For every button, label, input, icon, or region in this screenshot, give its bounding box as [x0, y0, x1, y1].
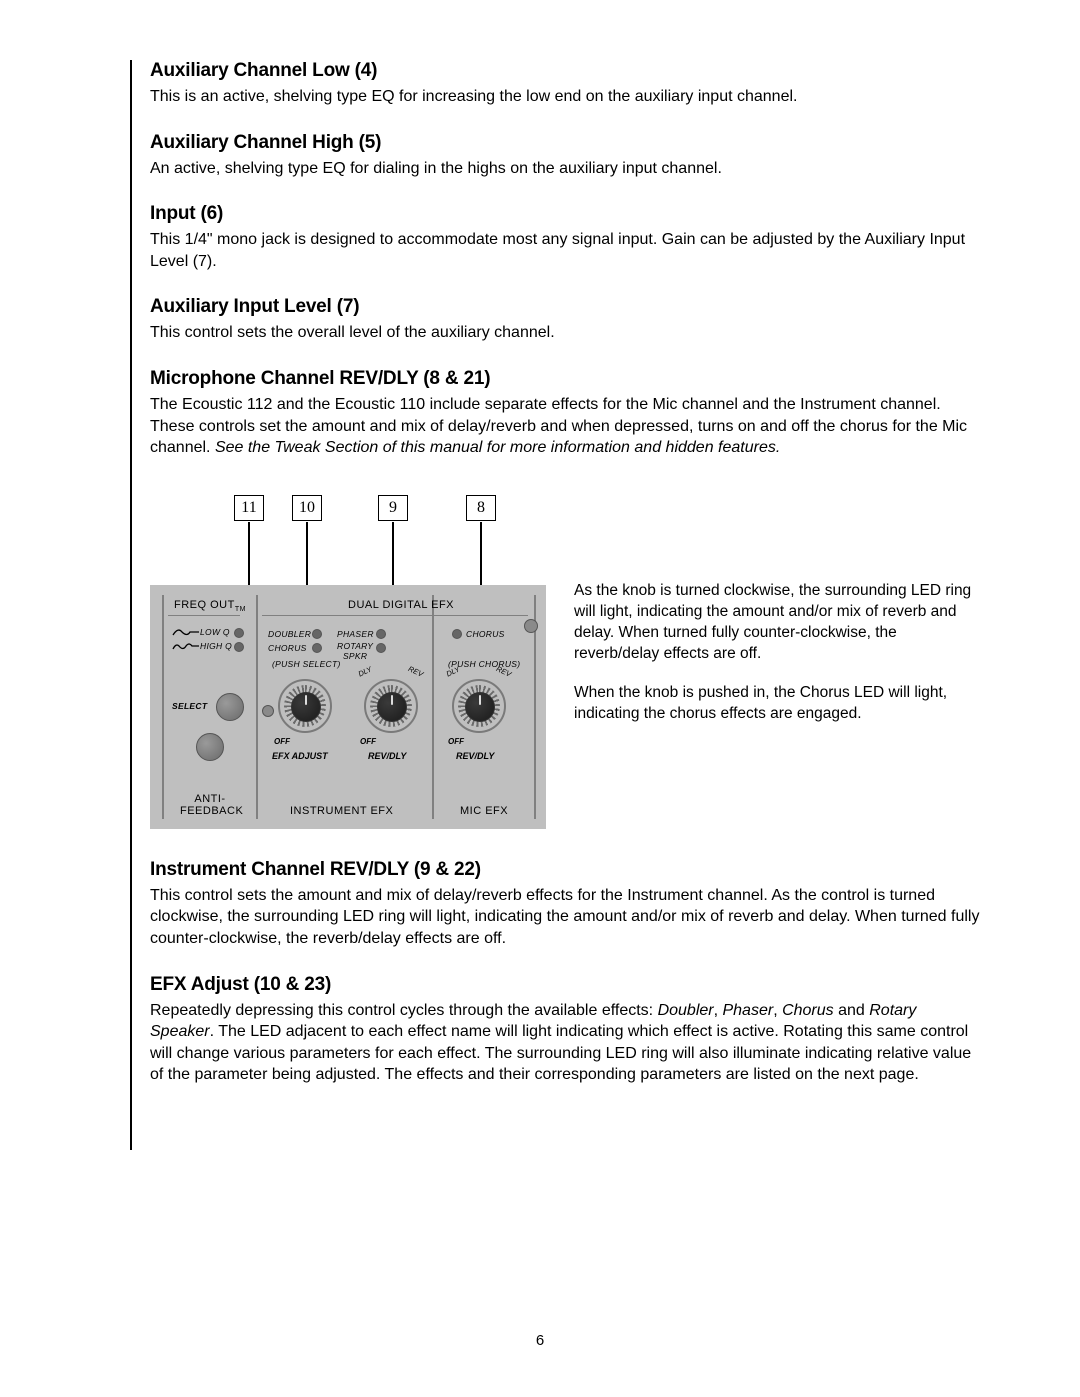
led-dot: [234, 642, 244, 652]
left-rule: [130, 60, 132, 1150]
panel-diagram: 11 10 9 8 FREQ: [150, 495, 546, 829]
aside-text: As the knob is turned clockwise, the sur…: [574, 581, 974, 743]
label-off: OFF: [360, 737, 376, 746]
label-off: OFF: [274, 737, 290, 746]
divider: [162, 595, 164, 819]
label-chorus-mic: CHORUS: [466, 629, 505, 639]
screw-icon: [262, 705, 274, 717]
screw-icon: [524, 619, 538, 633]
label-freq-out: FREQ OUTTM: [174, 599, 246, 613]
heading: Auxiliary Channel High (5): [150, 132, 980, 154]
section-aux-level: Auxiliary Input Level (7) This control s…: [150, 296, 980, 344]
heading: Microphone Channel REV/DLY (8 & 21): [150, 368, 980, 390]
fx-name: Chorus: [782, 1002, 834, 1019]
heading: EFX Adjust (10 & 23): [150, 974, 980, 996]
callout-box-8: 8: [466, 495, 496, 521]
heading: Input (6): [150, 203, 980, 225]
body-text: This 1/4" mono jack is designed to accom…: [150, 229, 980, 272]
body-text: This control sets the amount and mix of …: [150, 885, 980, 950]
callouts: 11 10 9 8: [150, 495, 546, 585]
led-dot: [376, 643, 386, 653]
led-dot: [234, 628, 244, 638]
section-input: Input (6) This 1/4" mono jack is designe…: [150, 203, 980, 272]
label-mic-efx: MIC EFX: [460, 805, 508, 817]
label-doubler: DOUBLER: [268, 629, 311, 639]
label-chorus: CHORUS: [268, 643, 307, 653]
body-part: and: [834, 1002, 870, 1019]
section-mic-revdly: Microphone Channel REV/DLY (8 & 21) The …: [150, 368, 980, 459]
body-text: This is an active, shelving type EQ for …: [150, 86, 980, 108]
section-aux-low: Auxiliary Channel Low (4) This is an act…: [150, 60, 980, 108]
content-column: Auxiliary Channel Low (4) This is an act…: [150, 60, 980, 1086]
label-rev: REV: [407, 664, 425, 679]
led-dot: [376, 629, 386, 639]
text: ANTI-: [194, 793, 225, 805]
section-instrument-revdly: Instrument Channel REV/DLY (9 & 22) This…: [150, 859, 980, 950]
fx-name: Doubler: [658, 1002, 714, 1019]
body-italic: See the Tweak Section of this manual for…: [215, 439, 780, 456]
led-dot: [312, 629, 322, 639]
heading: Instrument Channel REV/DLY (9 & 22): [150, 859, 980, 881]
page-number: 6: [0, 1332, 1080, 1349]
label-revdly: REV/DLY: [456, 751, 494, 761]
label-revdly: REV/DLY: [368, 751, 406, 761]
label-phaser: PHASER: [337, 629, 374, 639]
fx-name: Phaser: [722, 1002, 773, 1019]
wave-high-icon: [172, 641, 200, 651]
text: FEEDBACK: [180, 805, 243, 817]
label-push-select: (PUSH SELECT): [272, 659, 341, 669]
callout-box-11: 11: [234, 495, 264, 521]
body-text: Repeatedly depressing this control cycle…: [150, 1000, 980, 1086]
select-knob: [216, 693, 244, 721]
aside-p2: When the knob is pushed in, the Chorus L…: [574, 683, 974, 725]
label-anti-feedback: ANTI- FEEDBACK: [180, 793, 240, 817]
baseline: [168, 615, 240, 617]
led-dot: [452, 629, 462, 639]
tm: TM: [235, 606, 246, 613]
page: Auxiliary Channel Low (4) This is an act…: [0, 0, 1080, 1397]
label-dual-digital-efx: DUAL DIGITAL EFX: [348, 599, 454, 611]
divider: [256, 595, 258, 819]
body-text: This control sets the overall level of t…: [150, 322, 980, 344]
divider: [432, 595, 434, 819]
heading: Auxiliary Channel Low (4): [150, 60, 980, 82]
body-text: An active, shelving type EQ for dialing …: [150, 158, 980, 180]
label-off: OFF: [448, 737, 464, 746]
section-aux-high: Auxiliary Channel High (5) An active, sh…: [150, 132, 980, 180]
body-part: . The LED adjacent to each effect name w…: [150, 1023, 971, 1083]
baseline: [262, 615, 528, 617]
label-instrument-efx: INSTRUMENT EFX: [290, 805, 393, 817]
text: FREQ OUT: [174, 599, 235, 611]
callout-box-10: 10: [292, 495, 322, 521]
instrument-revdly-knob: [364, 679, 418, 733]
mic-revdly-knob: [452, 679, 506, 733]
label-high-q: HIGH Q: [200, 641, 232, 651]
efx-adjust-knob: [278, 679, 332, 733]
body-part: Repeatedly depressing this control cycle…: [150, 1002, 658, 1019]
body-text: The Ecoustic 112 and the Ecoustic 110 in…: [150, 394, 980, 459]
heading: Auxiliary Input Level (7): [150, 296, 980, 318]
figure-row: 11 10 9 8 FREQ: [150, 495, 980, 829]
efx-panel: FREQ OUTTM DUAL DIGITAL EFX LOW Q HIGH Q…: [150, 585, 546, 829]
label-efx-adjust: EFX ADJUST: [272, 751, 328, 761]
anti-feedback-knob: [196, 733, 224, 761]
aside-p1: As the knob is turned clockwise, the sur…: [574, 581, 974, 665]
wave-low-icon: [172, 627, 200, 637]
led-dot: [312, 643, 322, 653]
label-low-q: LOW Q: [200, 627, 230, 637]
label-select: SELECT: [172, 701, 207, 711]
label-dly: DLY: [357, 664, 373, 678]
callout-box-9: 9: [378, 495, 408, 521]
label-rotary: ROTARYSPKR: [337, 641, 373, 661]
section-efx-adjust: EFX Adjust (10 & 23) Repeatedly depressi…: [150, 974, 980, 1086]
